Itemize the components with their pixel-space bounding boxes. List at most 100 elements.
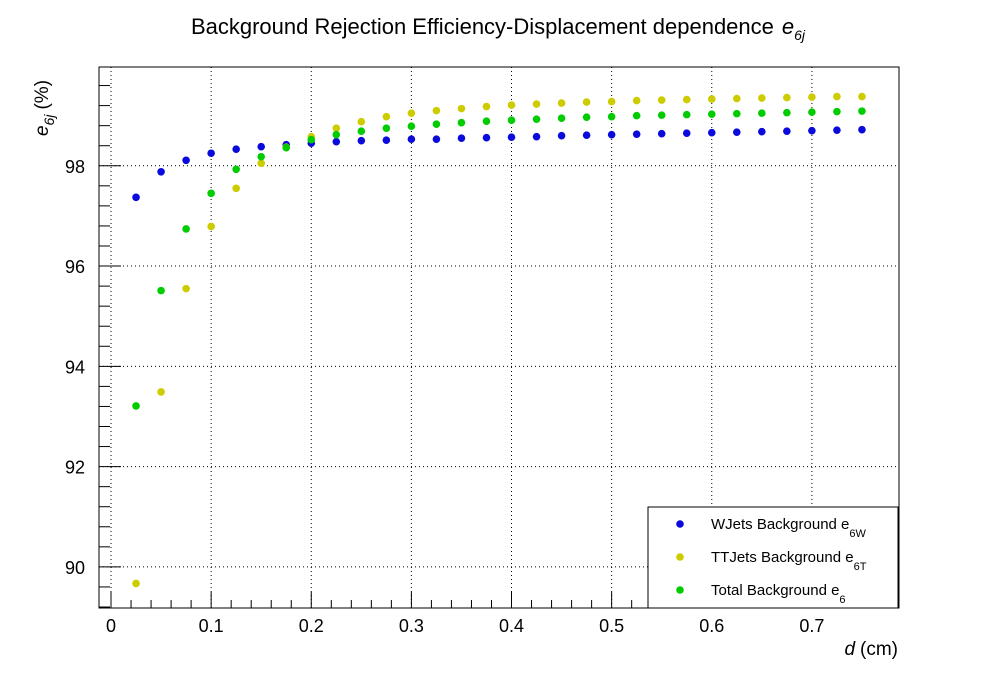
- data-point: [758, 109, 766, 117]
- data-point: [582, 98, 591, 106]
- data-point: [407, 135, 416, 144]
- data-point: [657, 96, 666, 104]
- legend-marker: [676, 586, 684, 594]
- x-tick-label: 0.3: [399, 616, 424, 636]
- data-point: [808, 93, 816, 101]
- data-point: [407, 122, 416, 130]
- data-point: [808, 126, 816, 135]
- plot-frame: [98, 66, 900, 609]
- data-point: [432, 106, 441, 115]
- data-point: [707, 128, 716, 137]
- data-point: [783, 108, 791, 117]
- data-point: [532, 132, 541, 141]
- data-point: [632, 96, 641, 105]
- data-point: [707, 110, 716, 118]
- legend-marker: [676, 520, 684, 528]
- x-axis-label-unit: (cm): [860, 639, 898, 660]
- data-point: [682, 95, 691, 104]
- data-point: [182, 156, 190, 165]
- x-axis-label: d (cm): [844, 639, 898, 660]
- data-point: [332, 124, 341, 132]
- data-point: [332, 130, 341, 139]
- data-point: [382, 124, 391, 132]
- y-axis-label-unit: (%): [32, 80, 53, 110]
- data-point: [682, 110, 691, 119]
- data-point: [732, 109, 741, 118]
- data-point: [758, 127, 766, 136]
- y-axis-label-symbol: e: [32, 125, 53, 136]
- data-point: [607, 130, 616, 139]
- data-point: [632, 111, 641, 120]
- data-point: [257, 159, 266, 168]
- data-point: [557, 99, 566, 107]
- data-point: [582, 131, 591, 139]
- data-point: [532, 115, 541, 123]
- legend-label: TTJets Background e6T: [711, 549, 867, 573]
- data-point: [707, 95, 716, 103]
- data-point: [657, 111, 666, 119]
- y-axis-label-sub: 6j: [41, 114, 57, 126]
- y-tick-labels: 90 92 94 96 98: [65, 157, 85, 578]
- data-point: [232, 165, 240, 174]
- data-point: [357, 117, 366, 126]
- data-point: [157, 167, 165, 176]
- data-point: [207, 222, 215, 231]
- data-point: [858, 92, 866, 101]
- data-point: [182, 225, 190, 233]
- x-tick-label: 0.5: [599, 616, 624, 636]
- data-point: [682, 129, 691, 137]
- legend-box: [647, 506, 899, 609]
- legend-label: Total Background e6: [711, 582, 846, 606]
- data-point: [357, 136, 366, 145]
- data-point: [207, 189, 215, 198]
- data-point: [783, 93, 791, 102]
- x-tick-label: 0.4: [499, 616, 524, 636]
- data-point: [232, 184, 240, 193]
- data-point: [783, 127, 791, 135]
- data-point: [382, 136, 391, 145]
- data-point: [833, 92, 841, 101]
- data-point: [457, 104, 466, 113]
- data-point: [482, 102, 491, 111]
- x-tick-label: 0.6: [699, 616, 724, 636]
- x-axis-label-symbol: d: [844, 639, 856, 660]
- data-point: [582, 113, 591, 121]
- data-point: [657, 129, 666, 138]
- legend-marker: [676, 553, 684, 561]
- data-point: [482, 133, 491, 142]
- chart-title-text: Background Rejection Efficiency-Displace…: [191, 14, 774, 39]
- x-tick-label: 0.7: [799, 616, 824, 636]
- data-point: [858, 107, 866, 115]
- y-tick-label: 98: [65, 157, 85, 177]
- data-point: [457, 118, 466, 127]
- data-points: [132, 92, 866, 588]
- data-point: [232, 145, 240, 154]
- x-tick-labels: 0 0.1 0.2 0.3 0.4 0.5 0.6 0.7: [106, 616, 824, 636]
- data-point: [432, 135, 441, 144]
- x-tick-label: 0.1: [199, 616, 224, 636]
- y-tick-label: 94: [65, 357, 85, 377]
- data-point: [507, 101, 516, 109]
- chart-title: Background Rejection Efficiency-Displace…: [191, 14, 806, 43]
- data-point: [257, 142, 266, 151]
- data-point: [207, 149, 215, 158]
- data-point: [307, 135, 316, 144]
- data-point: [157, 388, 165, 396]
- data-point: [482, 117, 491, 125]
- data-point: [758, 94, 766, 102]
- chart-title-symbol: e: [782, 14, 794, 39]
- data-point: [808, 108, 816, 116]
- chart-title-symbol-sub: 6j: [794, 27, 806, 43]
- data-point: [132, 193, 140, 202]
- y-tick-label: 90: [65, 558, 85, 578]
- legend: WJets Background e6W TTJets Background e6…: [647, 506, 899, 609]
- data-point: [557, 114, 566, 122]
- data-point: [182, 284, 190, 293]
- data-point: [607, 97, 616, 106]
- y-tick-label: 96: [65, 257, 85, 277]
- data-point: [833, 126, 841, 134]
- data-point: [457, 134, 466, 142]
- data-point: [532, 100, 541, 108]
- data-point: [507, 116, 516, 124]
- data-point: [357, 127, 366, 135]
